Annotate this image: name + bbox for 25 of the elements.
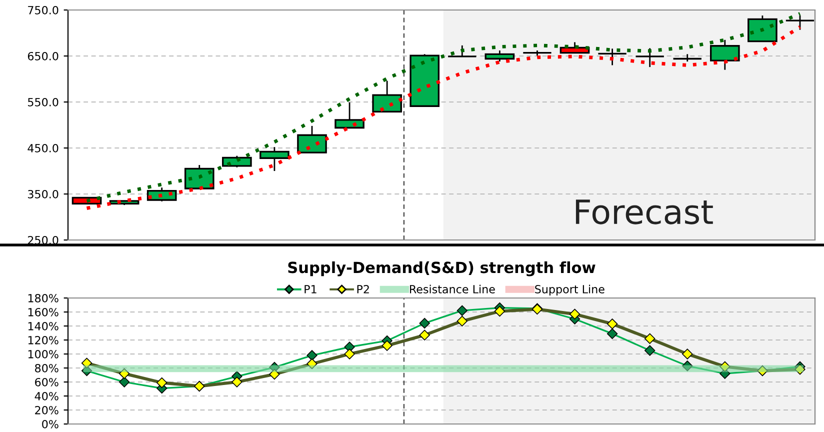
candlestick (785, 14, 815, 30)
y-tick-label: 100% (28, 350, 58, 358)
legend-label: Resistance Line (410, 284, 495, 294)
candlestick (597, 48, 628, 66)
y-tick-label: 40% (34, 392, 58, 400)
candlestick (447, 44, 478, 58)
y-tick-label: 80% (35, 364, 58, 372)
chart-title: Supply-Demand(S&D) strength flow (288, 261, 596, 276)
y-tick-label: 750.0 (28, 6, 58, 14)
y-tick-label: 120% (28, 336, 58, 344)
legend-label: P2 (357, 285, 369, 294)
y-tick-label: 60% (35, 378, 58, 386)
y-tick-label: 180% (28, 294, 58, 302)
legend-label: Support Line (535, 284, 604, 296)
y-tick-label: 20% (35, 406, 58, 414)
y-tick-label: 0% (42, 420, 58, 428)
y-tick-label: 160% (28, 308, 58, 316)
y-tick-label: 550.0 (28, 98, 58, 106)
candlestick (634, 47, 665, 68)
y-tick-label: 350.0 (28, 190, 58, 198)
y-tick-label: 650.0 (28, 52, 58, 60)
legend-label: P1 (304, 285, 316, 294)
annotation: Forecast (576, 200, 713, 224)
y-tick-label: 140% (28, 322, 58, 330)
y-tick-label: 450.0 (28, 144, 58, 152)
